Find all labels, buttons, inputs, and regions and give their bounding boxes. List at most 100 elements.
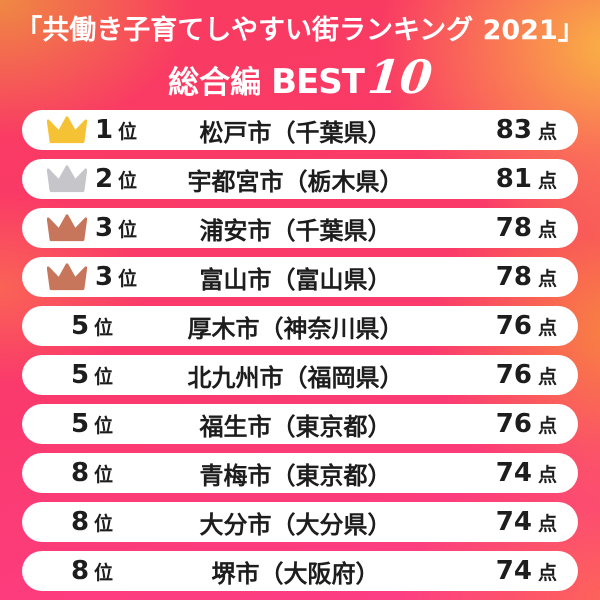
gold-crown-icon bbox=[46, 115, 87, 143]
rank-label: 8 位 bbox=[71, 458, 113, 488]
city-name: 青梅市（東京都） bbox=[199, 461, 392, 490]
score-unit: 点 bbox=[537, 562, 557, 584]
score-group: 78 点 bbox=[429, 213, 578, 243]
rank-number: 8 bbox=[70, 556, 90, 586]
rank-group: 5 位 bbox=[22, 311, 162, 341]
ranking-row: 8 位 青梅市（東京都） 74 点 bbox=[22, 453, 578, 493]
rank-group: 8 位 bbox=[22, 556, 162, 586]
title-best-number: 10 bbox=[365, 50, 435, 104]
score-group: 83 点 bbox=[429, 115, 578, 145]
rank-suffix: 位 bbox=[94, 415, 114, 437]
score-value: 76 bbox=[495, 311, 532, 341]
city-name: 北九州市（福岡県） bbox=[187, 363, 404, 392]
score-value: 81 bbox=[495, 164, 532, 194]
city-name: 大分市（大分県） bbox=[199, 510, 392, 539]
score-value: 74 bbox=[495, 458, 532, 488]
rank-group: 8 位 bbox=[22, 458, 162, 488]
score-group: 74 点 bbox=[429, 507, 578, 537]
city-name: 浦安市（千葉県） bbox=[199, 216, 392, 245]
ranking-row: 5 位 福生市（東京都） 76 点 bbox=[22, 404, 578, 444]
score-value: 74 bbox=[495, 556, 532, 586]
rank-suffix: 位 bbox=[118, 170, 138, 192]
bronze-crown-icon bbox=[46, 262, 87, 290]
rank-suffix: 位 bbox=[94, 464, 114, 486]
score-unit: 点 bbox=[537, 366, 557, 388]
rank-label: 5 位 bbox=[71, 409, 113, 439]
rank-suffix: 位 bbox=[94, 513, 114, 535]
rank-label: 8 位 bbox=[71, 556, 113, 586]
title-best-label: BEST bbox=[271, 62, 365, 102]
rank-label: 2 位 bbox=[95, 164, 137, 194]
city-name: 富山市（富山県） bbox=[199, 265, 392, 294]
rank-number: 5 bbox=[70, 360, 90, 390]
score-unit: 点 bbox=[537, 121, 557, 143]
rank-suffix: 位 bbox=[118, 268, 138, 290]
score-unit: 点 bbox=[537, 464, 557, 486]
score-value: 76 bbox=[495, 360, 532, 390]
score-value: 83 bbox=[495, 115, 532, 145]
rank-number: 5 bbox=[70, 409, 90, 439]
score-group: 76 点 bbox=[429, 311, 578, 341]
title-line1: 「共働き子育てしやすい街ランキング 2021」 bbox=[15, 15, 585, 46]
city-name: 松戸市（千葉県） bbox=[199, 118, 392, 147]
rank-number: 3 bbox=[94, 213, 114, 243]
score-value: 78 bbox=[495, 262, 532, 292]
score-group: 78 点 bbox=[429, 262, 578, 292]
rank-number: 8 bbox=[70, 458, 90, 488]
city-name: 厚木市（神奈川県） bbox=[187, 314, 404, 343]
rank-group: 3 位 bbox=[22, 262, 162, 292]
city-name: 福生市（東京都） bbox=[199, 412, 392, 441]
rank-group: 5 位 bbox=[22, 360, 162, 390]
rank-suffix: 位 bbox=[118, 219, 138, 241]
city-name: 堺市（大阪府） bbox=[211, 559, 380, 588]
rank-label: 8 位 bbox=[71, 507, 113, 537]
rank-label: 3 位 bbox=[95, 262, 137, 292]
ranking-row: 2 位 宇都宮市（栃木県） 81 点 bbox=[22, 159, 578, 199]
rank-group: 5 位 bbox=[22, 409, 162, 439]
rank-group: 3 位 bbox=[22, 213, 162, 243]
score-value: 76 bbox=[495, 409, 532, 439]
ranking-row: 1 位 松戸市（千葉県） 83 点 bbox=[22, 110, 578, 150]
title-line2: 総合編 BEST 10 bbox=[0, 50, 600, 104]
rank-number: 1 bbox=[94, 115, 114, 145]
rank-suffix: 位 bbox=[94, 366, 114, 388]
score-unit: 点 bbox=[537, 317, 557, 339]
score-value: 74 bbox=[495, 507, 532, 537]
score-value: 78 bbox=[495, 213, 532, 243]
rank-label: 5 位 bbox=[71, 360, 113, 390]
rank-suffix: 位 bbox=[94, 317, 114, 339]
title-block: 「共働き子育てしやすい街ランキング 2021」 総合編 BEST 10 bbox=[0, 0, 600, 104]
rank-suffix: 位 bbox=[94, 562, 114, 584]
ranking-row: 8 位 堺市（大阪府） 74 点 bbox=[22, 551, 578, 591]
city-name: 宇都宮市（栃木県） bbox=[187, 167, 404, 196]
score-unit: 点 bbox=[537, 219, 557, 241]
silver-crown-icon bbox=[46, 164, 87, 192]
rank-label: 5 位 bbox=[71, 311, 113, 341]
score-unit: 点 bbox=[537, 268, 557, 290]
score-group: 74 点 bbox=[429, 458, 578, 488]
rank-number: 5 bbox=[70, 311, 90, 341]
score-unit: 点 bbox=[537, 415, 557, 437]
title-edition: 総合編 bbox=[168, 65, 262, 101]
score-group: 81 点 bbox=[429, 164, 578, 194]
rank-group: 1 位 bbox=[22, 115, 162, 145]
ranking-list: 1 位 松戸市（千葉県） 83 点 2 位 宇都宮市（栃木県） bbox=[0, 110, 600, 591]
rank-group: 2 位 bbox=[22, 164, 162, 194]
rank-number: 2 bbox=[94, 164, 114, 194]
score-unit: 点 bbox=[537, 513, 557, 535]
rank-label: 3 位 bbox=[95, 213, 137, 243]
rank-group: 8 位 bbox=[22, 507, 162, 537]
ranking-row: 5 位 厚木市（神奈川県） 76 点 bbox=[22, 306, 578, 346]
score-group: 76 点 bbox=[429, 409, 578, 439]
ranking-row: 3 位 富山市（富山県） 78 点 bbox=[22, 257, 578, 297]
ranking-row: 8 位 大分市（大分県） 74 点 bbox=[22, 502, 578, 542]
bronze-crown-icon bbox=[46, 213, 87, 241]
score-group: 76 点 bbox=[429, 360, 578, 390]
rank-suffix: 位 bbox=[118, 121, 138, 143]
score-group: 74 点 bbox=[429, 556, 578, 586]
rank-number: 3 bbox=[94, 262, 114, 292]
score-unit: 点 bbox=[537, 170, 557, 192]
ranking-row: 3 位 浦安市（千葉県） 78 点 bbox=[22, 208, 578, 248]
rank-number: 8 bbox=[70, 507, 90, 537]
